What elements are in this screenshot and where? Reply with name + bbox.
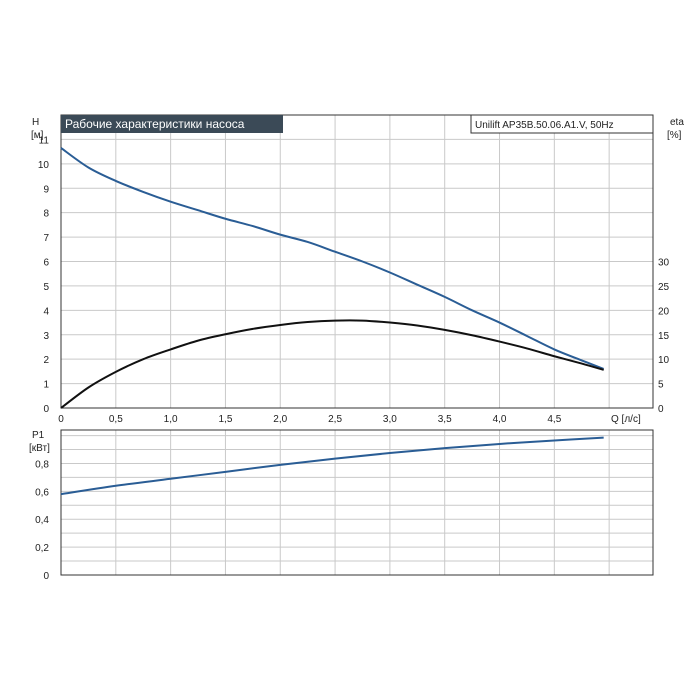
y-right-tick-label: 0	[658, 404, 664, 415]
x-tick-label: 2,5	[328, 414, 342, 425]
y-left-tick-label: 8	[43, 209, 49, 220]
y-right-unit: [%]	[667, 130, 682, 141]
y-left-tick-label: 11	[39, 135, 50, 146]
y-left-tick-label: 10	[38, 160, 50, 171]
y-left-label-bottom: P1	[32, 430, 45, 441]
y-left-tick-label: 0,8	[35, 459, 49, 470]
model-label: Unilift AP35B.50.06.A1.V, 50Hz	[475, 120, 614, 131]
efficiency-curve	[60, 319, 604, 409]
title-box	[61, 115, 283, 133]
y-left-tick-label: 4	[43, 306, 49, 317]
y-right-tick-label: 5	[658, 380, 664, 391]
y-right-tick-label: 20	[658, 306, 670, 317]
x-tick-label: 3,5	[438, 414, 452, 425]
chart-title: Рабочие характеристики насоса	[65, 117, 245, 131]
x-tick-label: 0	[58, 414, 64, 425]
bottom-plot-frame	[60, 429, 654, 576]
power-curve	[60, 436, 604, 496]
y-left-tick-label: 7	[43, 233, 49, 244]
y-right-tick-label: 30	[658, 258, 670, 269]
x-tick-label: 4,0	[493, 414, 507, 425]
y-left-tick-label: 9	[43, 184, 49, 195]
y-left-unit-top: [м]	[31, 130, 44, 141]
x-tick-label: 4,5	[547, 414, 561, 425]
x-tick-label: 2,0	[273, 414, 287, 425]
y-left-tick-label: 0,4	[35, 515, 49, 526]
x-tick-label: 1,5	[218, 414, 232, 425]
top-plot-frame	[60, 114, 654, 409]
y-right-label: eta	[670, 117, 684, 128]
y-right-tick-label: 25	[658, 282, 670, 293]
y-left-tick-label: 0,6	[35, 487, 49, 498]
y-left-tick-label: 0	[43, 571, 49, 582]
y-right-tick-label: 10	[658, 355, 670, 366]
head-curve	[60, 147, 605, 370]
y-left-tick-label: 6	[43, 258, 49, 269]
y-left-tick-label: 5	[43, 282, 49, 293]
y-left-tick-label: 3	[43, 331, 49, 342]
model-box	[470, 114, 654, 134]
y-left-unit-bottom: [кВт]	[29, 443, 50, 454]
x-tick-label: 3,0	[383, 414, 397, 425]
x-tick-label: 0,5	[109, 414, 123, 425]
y-right-tick-label: 15	[658, 331, 670, 342]
x-axis-label: Q [л/с]	[611, 414, 641, 425]
y-left-label-top: H	[32, 117, 39, 128]
y-left-tick-label: 1	[43, 380, 49, 391]
y-left-tick-label: 0,2	[35, 543, 49, 554]
x-tick-label: 1,0	[164, 414, 178, 425]
y-left-tick-label: 0	[43, 404, 49, 415]
y-left-tick-label: 2	[43, 355, 49, 366]
